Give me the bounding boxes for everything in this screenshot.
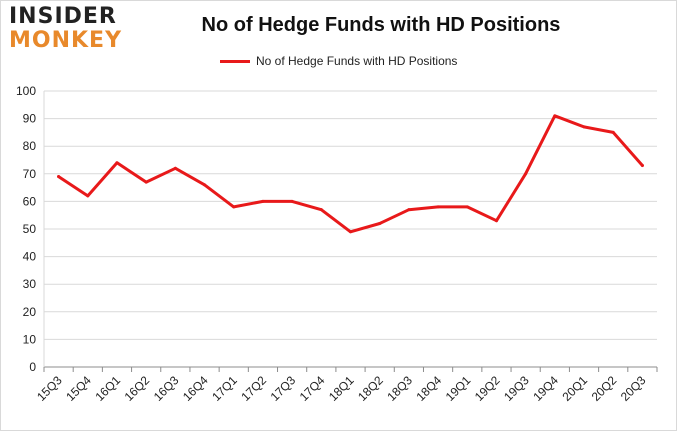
data-point — [582, 125, 586, 129]
y-tick-labels: 0 10 20 30 40 50 60 70 80 90 100 — [16, 84, 36, 374]
data-point — [319, 208, 323, 212]
legend-swatch — [220, 59, 250, 63]
data-point — [524, 172, 528, 176]
data-point — [290, 199, 294, 203]
y-tick-label: 100 — [16, 84, 36, 98]
data-point — [494, 219, 498, 223]
data-point — [378, 221, 382, 225]
logo-line-2: MONKEY — [9, 28, 123, 53]
x-tick-label: 19Q1 — [443, 373, 474, 404]
data-point — [203, 183, 207, 187]
data-point — [115, 161, 119, 165]
x-tick-label: 17Q2 — [238, 373, 269, 404]
data-point — [553, 114, 557, 118]
data-point — [640, 164, 644, 168]
x-tick-label: 17Q3 — [268, 373, 299, 404]
y-tick-label: 80 — [23, 139, 37, 153]
x-tick-label: 17Q1 — [209, 373, 240, 404]
chart-title: No of Hedge Funds with HD Positions — [201, 14, 561, 36]
y-tick-label: 70 — [23, 167, 37, 181]
legend-label: No of Hedge Funds with HD Positions — [256, 54, 458, 68]
y-tick-label: 50 — [23, 222, 37, 236]
y-tick-label: 20 — [23, 305, 37, 319]
x-tick-label: 16Q3 — [151, 373, 182, 404]
data-point — [144, 180, 148, 184]
data-point — [611, 130, 615, 134]
data-point — [407, 208, 411, 212]
series — [57, 114, 644, 234]
x-tick-label: 19Q2 — [472, 373, 503, 404]
x-tick-label: 15Q4 — [63, 373, 94, 404]
data-point — [465, 205, 469, 209]
x-tick-labels: 15Q315Q416Q116Q216Q316Q417Q117Q217Q317Q4… — [34, 373, 649, 404]
y-tick-label: 10 — [23, 332, 37, 346]
y-tick-label: 30 — [23, 277, 37, 291]
x-tick-label: 18Q4 — [414, 373, 445, 404]
data-point — [232, 205, 236, 209]
x-tick-label: 19Q4 — [530, 373, 561, 404]
insider-monkey-logo: INSIDER MONKEY — [9, 6, 122, 52]
logo-line-1: INSIDER — [9, 4, 117, 29]
data-point — [436, 205, 440, 209]
x-tick-label: 18Q1 — [326, 373, 357, 404]
x-tick-label: 16Q4 — [180, 373, 211, 404]
y-tick-label: 90 — [23, 112, 37, 126]
y-tick-label: 60 — [23, 194, 37, 208]
axes — [43, 91, 658, 372]
x-tick-label: 16Q2 — [122, 373, 153, 404]
x-tick-label: 16Q1 — [92, 373, 123, 404]
data-point — [86, 194, 90, 198]
x-tick-label: 17Q4 — [297, 373, 328, 404]
data-point — [349, 230, 352, 234]
x-tick-label: 20Q2 — [589, 373, 620, 404]
x-tick-label: 20Q3 — [618, 373, 649, 404]
grid-lines — [44, 90, 657, 340]
y-tick-label: 0 — [29, 360, 36, 374]
x-tick-label: 15Q3 — [34, 373, 65, 404]
data-point — [173, 166, 177, 170]
x-tick-label: 18Q3 — [384, 373, 415, 404]
x-tick-label: 20Q1 — [559, 373, 590, 404]
chart-legend: No of Hedge Funds with HD Positions — [220, 54, 457, 68]
y-tick-label: 40 — [23, 250, 37, 264]
x-tick-label: 19Q3 — [501, 373, 532, 404]
data-point — [57, 175, 61, 179]
x-tick-label: 18Q2 — [355, 373, 386, 404]
data-point — [261, 199, 265, 203]
